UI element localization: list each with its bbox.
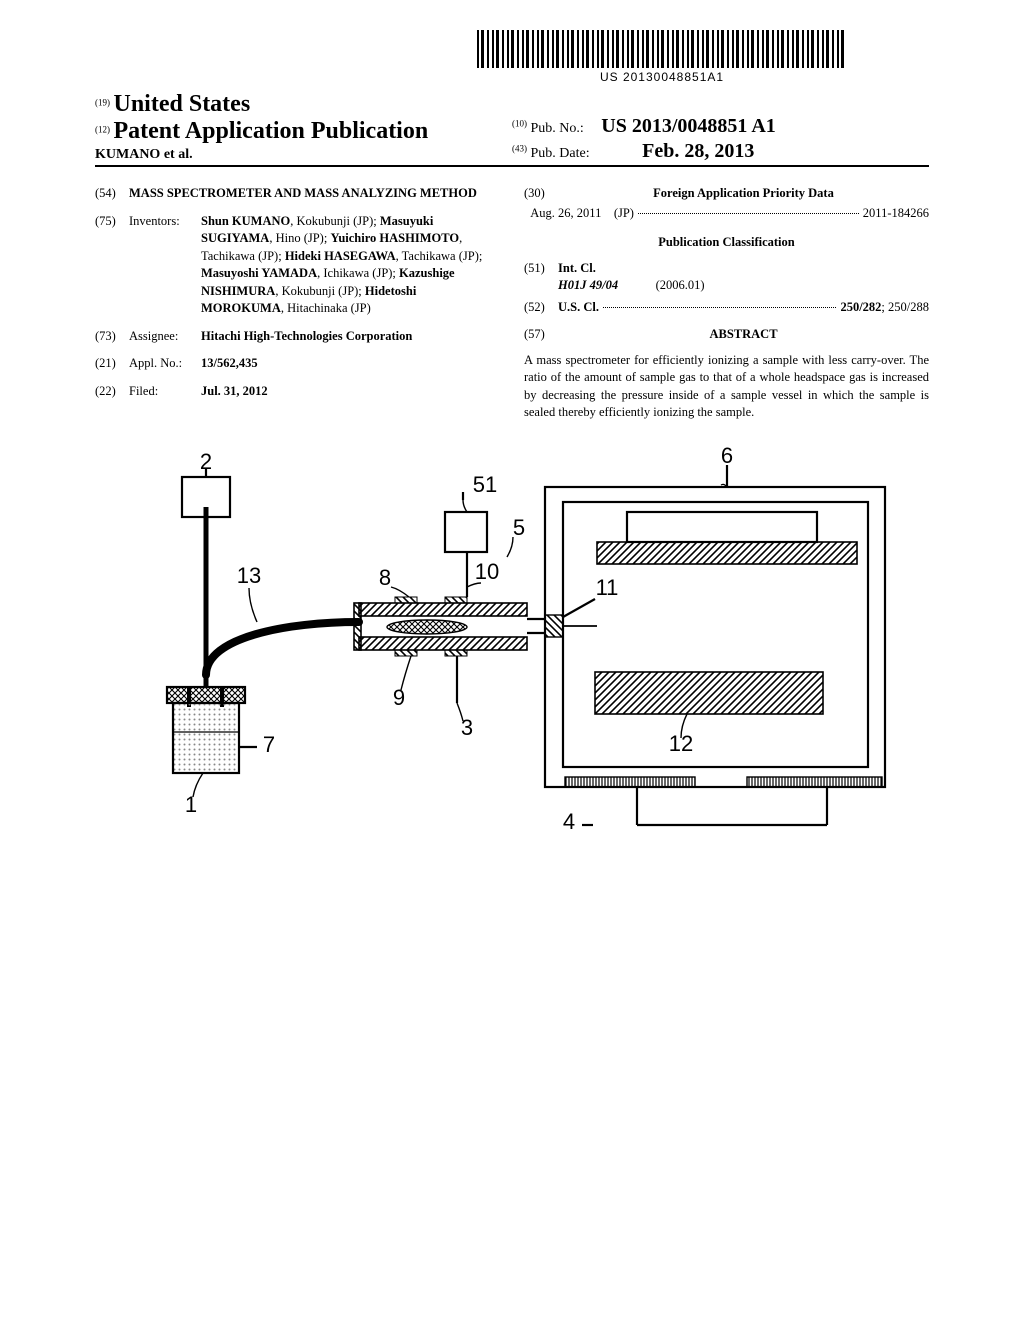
svg-text:3: 3	[461, 715, 473, 740]
svg-text:10: 10	[475, 559, 499, 584]
country-code: (19)	[95, 97, 110, 107]
abstract-code: (57)	[524, 326, 558, 344]
pubdate-value: Feb. 28, 2013	[642, 140, 754, 162]
intcl-label: Int. Cl.	[558, 261, 596, 275]
inventor-name: Masuyoshi YAMADA	[201, 266, 317, 280]
pubno-value: US 2013/0048851 A1	[601, 115, 775, 137]
right-column: (30) Foreign Application Priority Data A…	[524, 185, 929, 422]
inventor-name: Shun KUMANO	[201, 214, 290, 228]
pubno-label: Pub. No.:	[531, 121, 584, 136]
svg-text:5: 5	[513, 515, 525, 540]
svg-text:13: 13	[237, 563, 261, 588]
inventor-loc: , Kokubunji (JP);	[275, 284, 361, 298]
pub-type-code: (12)	[95, 124, 110, 134]
abstract-text: A mass spectrometer for efficiently ioni…	[524, 352, 929, 422]
assignee-value: Hitachi High-Technologies Corporation	[201, 329, 412, 343]
pubno-code: (10)	[512, 118, 527, 128]
svg-text:9: 9	[393, 685, 405, 710]
svg-text:1: 1	[185, 792, 197, 817]
patent-title: MASS SPECTROMETER AND MASS ANALYZING MET…	[129, 185, 500, 203]
inventor-loc: , Hitachinaka (JP)	[281, 301, 371, 315]
inventor-loc: , Kokubunji (JP);	[290, 214, 376, 228]
uscl-code: (52)	[524, 299, 558, 317]
inventors-code: (75)	[95, 213, 129, 318]
svg-text:7: 7	[263, 732, 275, 757]
barcode-text: US 20130048851A1	[477, 70, 847, 84]
filed-label: Filed:	[129, 383, 201, 401]
uscl-primary: 250/282	[840, 300, 881, 314]
foreign-date: Aug. 26, 2011	[530, 206, 601, 220]
classification-heading: Publication Classification	[524, 234, 929, 252]
intcl-value: H01J 49/04	[558, 278, 618, 292]
inventor-loc: , Ichikawa (JP);	[317, 266, 396, 280]
intcl-code: (51)	[524, 260, 558, 278]
assignee-code: (73)	[95, 328, 129, 346]
filed-value: Jul. 31, 2012	[201, 384, 268, 398]
svg-text:2: 2	[200, 449, 212, 474]
patent-figure: 2 51 5 6 8 10 13 11 9 3 12 4 7 1	[95, 447, 929, 857]
pubdate-label: Pub. Date:	[531, 146, 590, 161]
pubdate-code: (43)	[512, 143, 527, 153]
applno-value: 13/562,435	[201, 356, 258, 370]
inventors-label: Inventors:	[129, 213, 201, 318]
filed-code: (22)	[95, 383, 129, 401]
title-code: (54)	[95, 185, 129, 203]
foreign-code: (30)	[524, 185, 558, 203]
foreign-cc: (JP)	[614, 206, 634, 220]
inventor-name: Hideki HASEGAWA	[285, 249, 396, 263]
svg-text:6: 6	[721, 447, 733, 468]
svg-text:11: 11	[596, 575, 619, 600]
svg-text:12: 12	[669, 731, 693, 756]
svg-text:51: 51	[473, 472, 497, 497]
svg-text:4: 4	[563, 809, 575, 834]
applno-label: Appl. No.:	[129, 355, 201, 373]
foreign-heading: Foreign Application Priority Data	[558, 185, 929, 203]
svg-text:8: 8	[379, 565, 391, 590]
applno-code: (21)	[95, 355, 129, 373]
uscl-label: U.S. Cl.	[558, 300, 599, 314]
left-column: (54) MASS SPECTROMETER AND MASS ANALYZIN…	[95, 185, 500, 422]
country-name: United States	[114, 91, 251, 117]
document-header: (19) United States (12) Patent Applicati…	[95, 91, 929, 167]
uscl-secondary: ; 250/288	[881, 300, 929, 314]
intcl-year: (2006.01)	[656, 278, 705, 292]
barcode-block: US 20130048851A1	[395, 30, 929, 86]
abstract-label: ABSTRACT	[558, 326, 929, 344]
author-header: KUMANO et al.	[95, 147, 512, 163]
barcode-bars	[477, 30, 847, 68]
pub-type: Patent Application Publication	[114, 118, 429, 144]
inventor-loc: , Hino (JP);	[269, 231, 327, 245]
assignee-label: Assignee:	[129, 328, 201, 346]
foreign-appno: 2011-184266	[863, 205, 929, 223]
inventor-loc: , Tachikawa (JP);	[396, 249, 483, 263]
inventors-list: Shun KUMANO, Kokubunji (JP); Masuyuki SU…	[201, 213, 500, 318]
inventor-name: Yuichiro HASHIMOTO	[330, 231, 459, 245]
